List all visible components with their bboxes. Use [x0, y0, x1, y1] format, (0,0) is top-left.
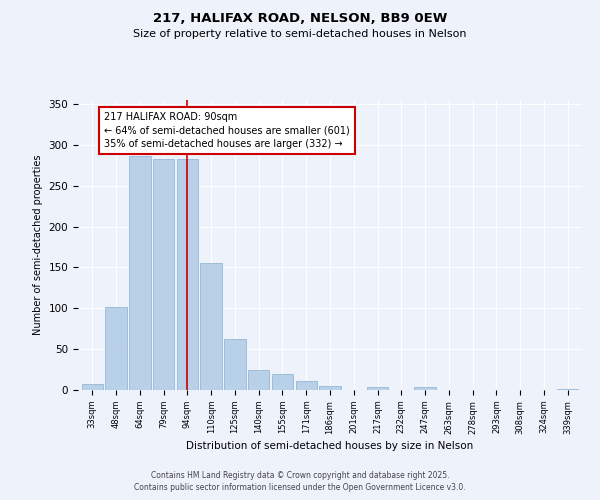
Bar	[153, 159, 174, 390]
Bar	[248, 370, 269, 390]
Text: Contains HM Land Registry data © Crown copyright and database right 2025.
Contai: Contains HM Land Registry data © Crown c…	[134, 471, 466, 492]
Bar	[82, 384, 103, 390]
Bar	[106, 308, 127, 390]
Bar	[224, 338, 245, 390]
Bar	[319, 386, 341, 390]
Bar	[129, 156, 151, 390]
Bar	[415, 386, 436, 390]
Text: 217 HALIFAX ROAD: 90sqm
← 64% of semi-detached houses are smaller (601)
35% of s: 217 HALIFAX ROAD: 90sqm ← 64% of semi-de…	[104, 112, 350, 148]
Text: 217, HALIFAX ROAD, NELSON, BB9 0EW: 217, HALIFAX ROAD, NELSON, BB9 0EW	[153, 12, 447, 26]
Bar	[200, 264, 222, 390]
Y-axis label: Number of semi-detached properties: Number of semi-detached properties	[33, 155, 43, 336]
Text: Size of property relative to semi-detached houses in Nelson: Size of property relative to semi-detach…	[133, 29, 467, 39]
Bar	[557, 389, 578, 390]
Bar	[176, 159, 198, 390]
Bar	[272, 374, 293, 390]
Bar	[296, 381, 317, 390]
Bar	[367, 386, 388, 390]
X-axis label: Distribution of semi-detached houses by size in Nelson: Distribution of semi-detached houses by …	[187, 440, 473, 450]
